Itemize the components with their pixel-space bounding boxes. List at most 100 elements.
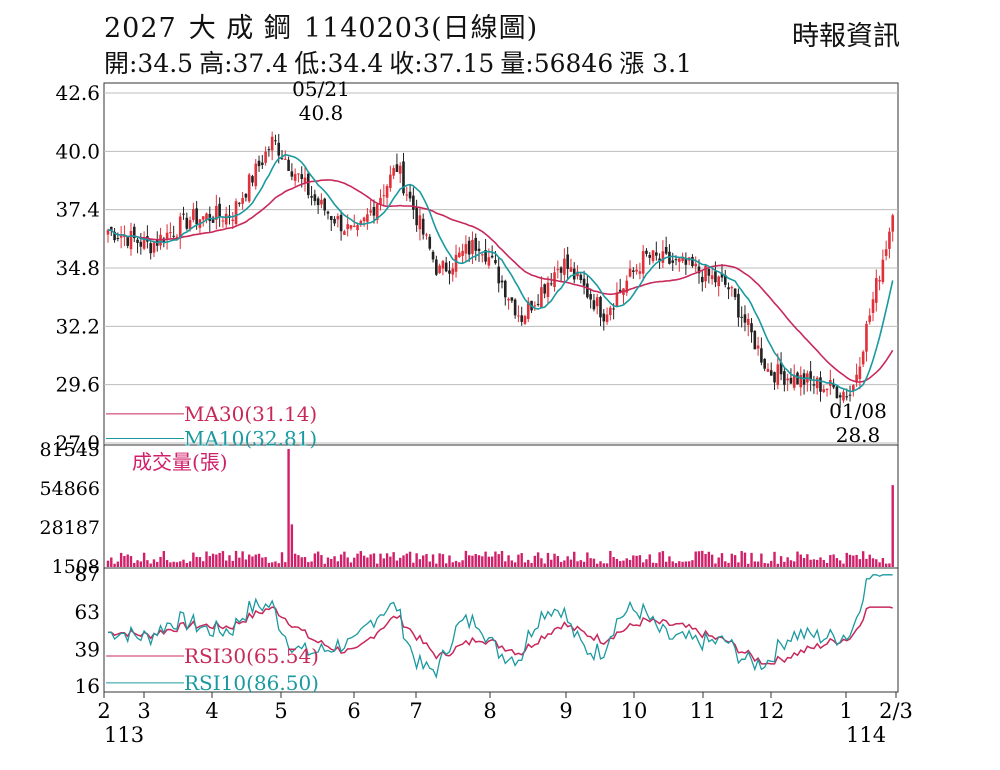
volume-bar: [884, 563, 888, 567]
volume-bar: [228, 555, 231, 567]
candle-body: [431, 251, 435, 260]
candle-body: [503, 280, 507, 298]
candle-body: [540, 287, 543, 308]
x-tick-label: 7: [409, 699, 422, 723]
volume-bar: [622, 560, 625, 567]
candle-body: [727, 287, 730, 290]
volume-bar: [760, 553, 763, 567]
volume-bar: [829, 555, 832, 567]
ma10-line: [107, 153, 894, 393]
candle-body: [697, 266, 701, 274]
candle-body: [694, 263, 698, 267]
candle-body: [569, 267, 573, 272]
volume-bar: [589, 558, 592, 567]
volume-bar: [835, 558, 839, 567]
candle-body: [366, 214, 369, 222]
candle-body: [783, 371, 786, 385]
volume-bar: [546, 552, 550, 567]
volume-bar: [858, 559, 862, 567]
volume-bar: [559, 562, 563, 567]
candle-body: [389, 174, 392, 188]
volume-bar: [832, 554, 835, 567]
candle-body: [300, 174, 304, 179]
candle-body: [592, 300, 596, 310]
volume-bar: [425, 554, 428, 567]
volume-bar: [668, 556, 671, 567]
volume-bar: [878, 562, 881, 567]
x-tick-label: 8: [483, 699, 496, 723]
candle-body: [188, 220, 192, 229]
price-tick-label: 29.6: [55, 373, 100, 397]
volume-bar: [287, 449, 290, 567]
volume-bar: [284, 562, 287, 567]
volume-bar: [234, 550, 238, 567]
candle-body: [605, 314, 609, 323]
candle-body: [845, 396, 849, 398]
candle-body: [546, 282, 550, 298]
price-tick-label: 32.2: [55, 314, 100, 338]
volume-bar: [123, 555, 126, 567]
volume-bar: [710, 554, 714, 567]
volume-bar: [740, 551, 743, 567]
volume-bar: [208, 556, 211, 567]
candle-body: [369, 210, 372, 213]
candle-body: [786, 378, 789, 381]
candle-body: [287, 159, 290, 171]
candle-body: [264, 151, 267, 163]
volume-bar: [290, 524, 294, 567]
candle-body: [320, 199, 323, 205]
volume-bar: [313, 553, 317, 567]
candle-body: [753, 330, 757, 350]
volume-bar: [819, 557, 822, 567]
volume-bar: [162, 551, 166, 567]
candle-body: [549, 283, 553, 285]
candle-body: [474, 237, 478, 251]
volume-bar: [582, 561, 586, 567]
candle-body: [172, 235, 175, 237]
volume-bar: [789, 560, 793, 567]
volume-bar: [402, 555, 405, 567]
candle-body: [628, 268, 632, 277]
volume-bar: [185, 563, 188, 567]
volume-bar: [444, 563, 448, 567]
candle-body: [526, 301, 530, 319]
peak-date-annotation: 05/21: [292, 77, 350, 101]
volume-bar: [316, 551, 320, 567]
volume-bar: [261, 557, 264, 567]
candle-body: [218, 203, 221, 217]
candle-body: [333, 218, 336, 224]
candle-body: [267, 149, 271, 151]
volume-bar: [202, 561, 205, 567]
candle-body: [842, 391, 845, 401]
candle-body: [838, 395, 842, 398]
x-tick-label: 5: [274, 699, 287, 723]
volume-bar: [802, 557, 806, 567]
volume-bar: [494, 551, 497, 567]
volume-bar: [868, 554, 871, 567]
candle-body: [740, 316, 743, 318]
candle-body: [760, 348, 763, 363]
candle-body: [763, 358, 766, 369]
volume-bar: [799, 554, 802, 567]
candle-body: [458, 252, 461, 258]
volume-bar: [247, 554, 251, 567]
volume-bar: [566, 556, 569, 567]
volume-bar: [277, 563, 280, 567]
volume-bar: [875, 559, 878, 567]
candle-body: [441, 261, 445, 269]
volume-bar: [257, 553, 261, 567]
candle-body: [467, 240, 471, 255]
volume-bar: [448, 555, 451, 567]
volume-bar: [612, 557, 615, 567]
candle-body: [261, 162, 264, 165]
x-tick-label: 11: [690, 699, 717, 723]
volume-bar: [366, 557, 369, 567]
volume-bar: [632, 555, 635, 567]
volume-bar: [786, 557, 789, 567]
candle-body: [832, 383, 835, 388]
volume-bar: [694, 551, 697, 567]
volume-bar: [678, 561, 681, 567]
ma30-line: [107, 179, 894, 383]
candle-body: [796, 372, 799, 385]
x-tick-label: 2/3: [879, 699, 913, 723]
